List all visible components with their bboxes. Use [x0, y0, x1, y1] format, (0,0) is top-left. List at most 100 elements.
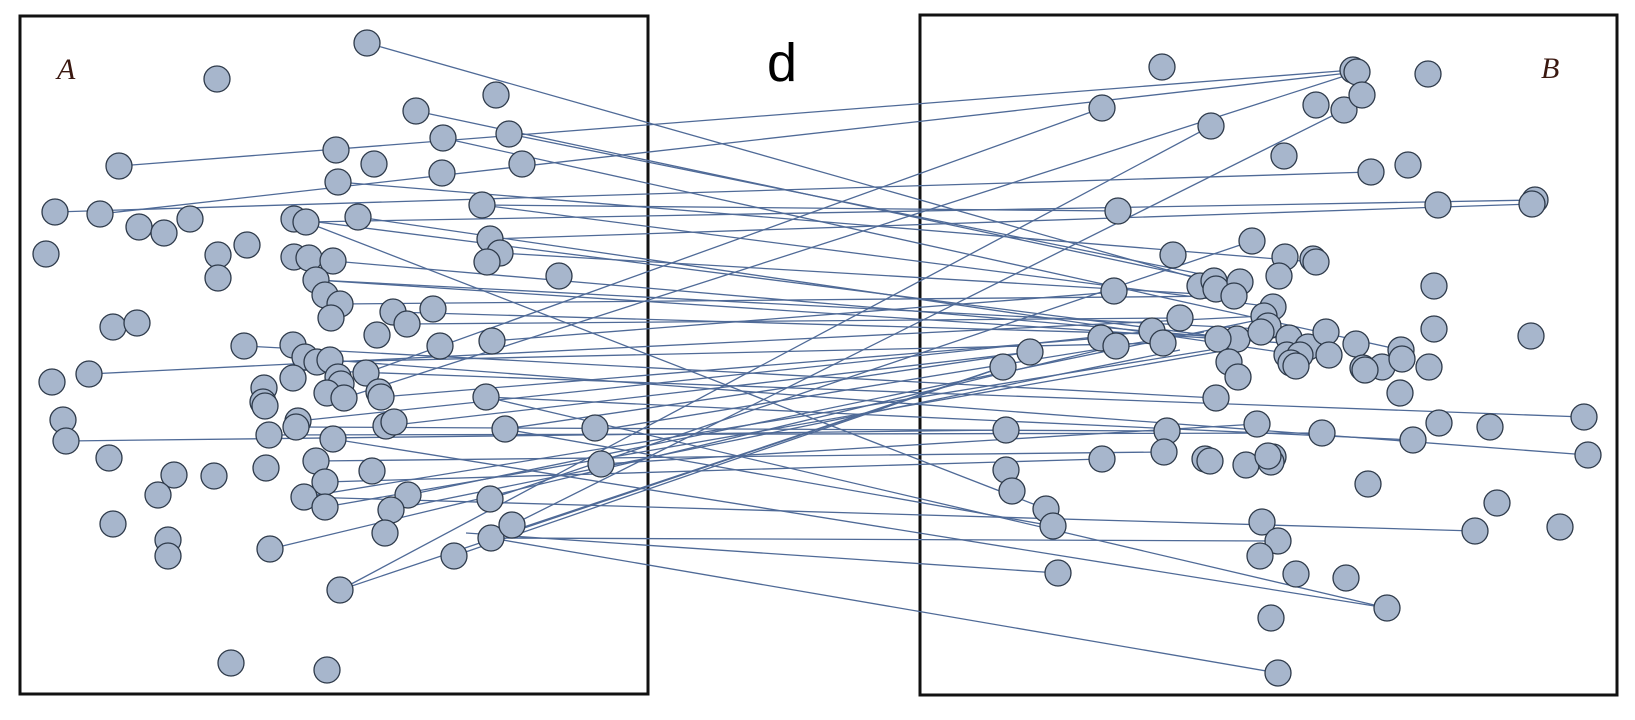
panel-a-node — [353, 29, 381, 57]
panel-a-node — [371, 519, 399, 547]
mapping-edge — [269, 345, 1117, 550]
panel-a-node — [154, 542, 182, 570]
mapping-edge — [339, 125, 1212, 591]
panel-a-node — [330, 384, 358, 412]
panel-b-node — [1476, 413, 1504, 441]
panel-a-node — [176, 205, 204, 233]
panel-a-node — [233, 231, 261, 259]
panel-b-node — [1159, 241, 1187, 269]
panel-b-node — [1264, 527, 1292, 555]
panel-b-node — [1166, 304, 1194, 332]
panel-a-node — [419, 295, 447, 323]
mapping-edge — [366, 42, 1214, 284]
mapping-edge — [305, 221, 1047, 510]
panel-a-node — [217, 649, 245, 677]
mapping-edge — [88, 315, 1265, 375]
panel-b-node — [1039, 512, 1067, 540]
panel-a-node — [367, 383, 395, 411]
panel-a-node — [473, 248, 501, 276]
panel-b-node — [1282, 560, 1310, 588]
panel-b-node — [1202, 384, 1230, 412]
mapping-edge — [481, 204, 1274, 308]
mapping-edge — [442, 137, 1402, 351]
panel-b-node — [1388, 345, 1416, 373]
panel-b-node — [1246, 542, 1274, 570]
panel-a-node — [150, 219, 178, 247]
panel-a-node — [472, 383, 500, 411]
panel-b-node — [1461, 517, 1489, 545]
panel-b-node — [1044, 559, 1072, 587]
panel-a-node — [311, 493, 339, 521]
panel-b-node — [1016, 338, 1044, 366]
panel-a-node — [282, 413, 310, 441]
panel-b-node — [1204, 325, 1232, 353]
panel-a-node — [75, 360, 103, 388]
panel-a-node — [326, 576, 354, 604]
panel-a-node — [319, 247, 347, 275]
mapping-edge — [504, 428, 1054, 527]
mapping-edge — [465, 532, 1059, 574]
panel-a-node — [402, 97, 430, 125]
panel-b-node — [1104, 197, 1132, 225]
panel-b-node — [1343, 58, 1371, 86]
panel-a-node — [230, 332, 258, 360]
panel-b-node — [1399, 426, 1427, 454]
panel-a-node — [203, 65, 231, 93]
panel-a-node — [99, 313, 127, 341]
panel-a-node — [360, 150, 388, 178]
panel-b-node — [1248, 508, 1276, 536]
panel-a-node — [581, 414, 609, 442]
panel-a-node — [440, 542, 468, 570]
mapping-edge — [511, 109, 1345, 526]
panel-b-node — [1351, 356, 1379, 384]
node-layer — [32, 29, 1602, 687]
mapping-edge — [293, 218, 1238, 340]
panel-b-node — [1330, 96, 1358, 124]
panel-a-node — [545, 262, 573, 290]
panel-b-node — [1546, 513, 1574, 541]
panel-b-node — [1312, 318, 1340, 346]
panel-a-node — [86, 200, 114, 228]
panel-a-node — [393, 310, 421, 338]
panel-a-node — [52, 427, 80, 455]
mapping-edge — [268, 432, 1323, 436]
panel-a-node — [587, 450, 615, 478]
panel-a-node — [344, 203, 372, 231]
panel-b-node — [1149, 329, 1177, 357]
panel-b-node — [1518, 190, 1546, 218]
panel-b-node — [1102, 332, 1130, 360]
mapping-edge — [343, 71, 1358, 399]
mapping-edge — [65, 429, 1007, 442]
mapping-edge — [481, 204, 1119, 212]
panel-a-node — [32, 240, 60, 268]
panel-a-node — [352, 359, 380, 387]
mapping-edge — [490, 537, 1279, 674]
panel-a-node — [160, 461, 188, 489]
panel-a-node — [125, 213, 153, 241]
panel-b-node — [1270, 142, 1298, 170]
mapping-edge — [339, 295, 1235, 305]
panel-a-node — [255, 421, 283, 449]
panel-b-node — [1220, 282, 1248, 310]
panel-b-node — [1302, 248, 1330, 276]
mapping-edge — [324, 458, 1103, 483]
panel-a-node — [204, 264, 232, 292]
panel-b-node — [1570, 403, 1598, 431]
panel-b-node — [992, 416, 1020, 444]
panel-b-node — [1302, 91, 1330, 119]
panel-a-node — [41, 198, 69, 226]
mapping-edge — [54, 171, 1372, 213]
panel-b-node — [1088, 445, 1116, 473]
panel-a-node — [204, 241, 232, 269]
panel-b-node — [1424, 191, 1452, 219]
panel-b-node — [1315, 341, 1343, 369]
panel-b-label: B — [1541, 52, 1559, 85]
panel-b-node — [1088, 94, 1116, 122]
mapping-edge — [324, 349, 1229, 508]
panel-b-node — [1224, 363, 1252, 391]
panel-b-node — [1483, 489, 1511, 517]
panel-b-node — [1394, 151, 1422, 179]
panel-a-label: A — [55, 53, 76, 86]
panel-a-node — [508, 150, 536, 178]
panel-b-node — [1420, 272, 1448, 300]
